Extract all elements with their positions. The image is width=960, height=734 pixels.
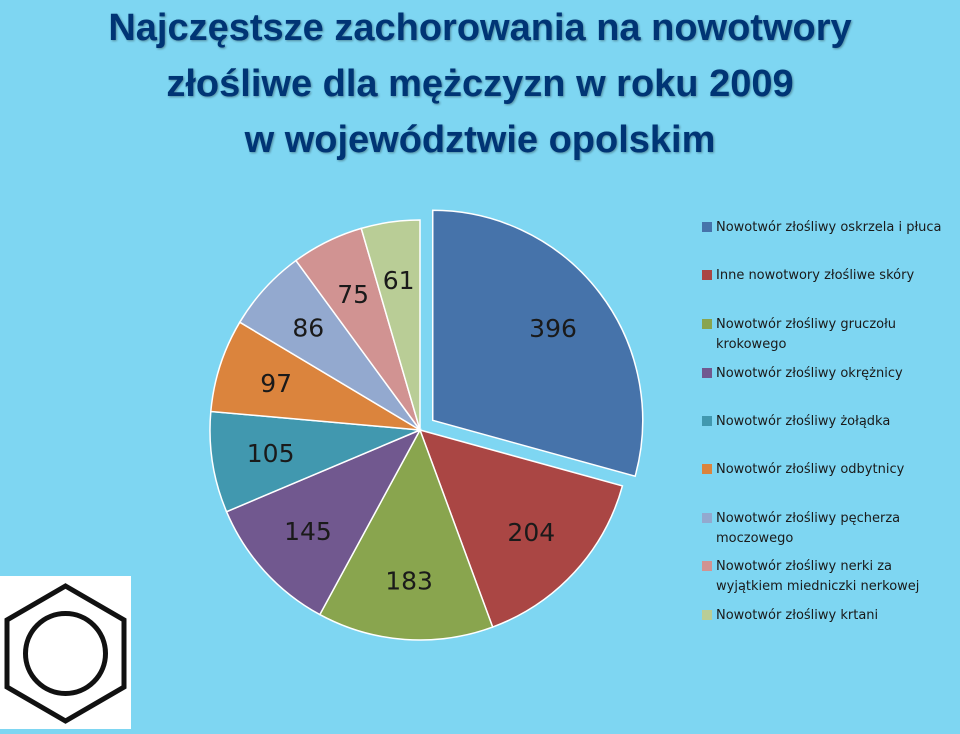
data-label-4: 145 [284,517,332,546]
legend-swatch [702,561,712,571]
data-label-1: 396 [529,314,577,343]
title-line-1: Najczęstsze zachorowania na nowotwory [108,7,852,49]
legend-item-5: Nowotwór złośliwy żołądka [702,412,956,432]
data-label-8: 75 [337,280,369,309]
data-label-3: 183 [385,566,433,595]
legend-label: Nowotwór złośliwy gruczołu krokowego [716,317,897,352]
data-label-2: 204 [507,518,555,547]
legend-swatch [702,222,712,232]
legend-label: Nowotwór złośliwy oskrzela i płuca [716,220,942,235]
legend-label: Nowotwór złośliwy żołądka [716,414,891,429]
pie-slice-1 [431,209,644,478]
legend-item-7: Nowotwór złośliwy pęcherza moczowego [702,509,956,549]
legend-item-2: Inne nowotwory złośliwe skóry [702,266,956,286]
legend-label: Nowotwór złośliwy krtani [716,608,879,623]
legend-swatch [702,513,712,523]
legend-item-9: Nowotwór złośliwy krtani [702,606,956,626]
legend-item-8: Nowotwór złośliwy nerki za wyjątkiem mie… [702,557,956,597]
legend-swatch [702,464,712,474]
legend-swatch [702,368,712,378]
legend-label: Nowotwór złośliwy pęcherza moczowego [716,511,901,546]
legend-item-1: Nowotwór złośliwy oskrzela i płuca [702,218,956,238]
benzene-ring-icon [0,576,131,729]
pie-slice-4 [225,428,422,616]
pie-slice-3 [318,428,494,641]
data-label-9: 61 [383,266,415,295]
legend-item-6: Nowotwór złośliwy odbytnicy [702,460,956,480]
legend-label: Nowotwór złośliwy nerki za wyjątkiem mie… [716,559,920,594]
pie-slice-2 [418,428,624,629]
legend-swatch [702,270,712,280]
data-label-6: 97 [260,369,292,398]
legend-label: Inne nowotwory złośliwe skóry [716,268,915,283]
title-line-3: w województwie opolskim [244,119,716,161]
legend-swatch [702,610,712,620]
pie-slice-5 [209,410,421,513]
pie-slice-9 [360,219,421,431]
legend-item-3: Nowotwór złośliwy gruczołu krokowego [702,315,956,355]
chart-title: Najczęstsze zachorowania na nowotwory zł… [0,0,960,168]
legend-label: Nowotwór złośliwy odbytnicy [716,462,905,477]
legend-swatch [702,319,712,329]
legend-swatch [702,416,712,426]
title-line-2: złośliwe dla mężczyzn w roku 2009 [166,63,794,105]
data-label-5: 105 [247,439,295,468]
legend-item-4: Nowotwór złośliwy okrężnicy [702,364,956,384]
data-label-7: 86 [292,314,324,343]
legend-label: Nowotwór złośliwy okrężnicy [716,366,903,381]
